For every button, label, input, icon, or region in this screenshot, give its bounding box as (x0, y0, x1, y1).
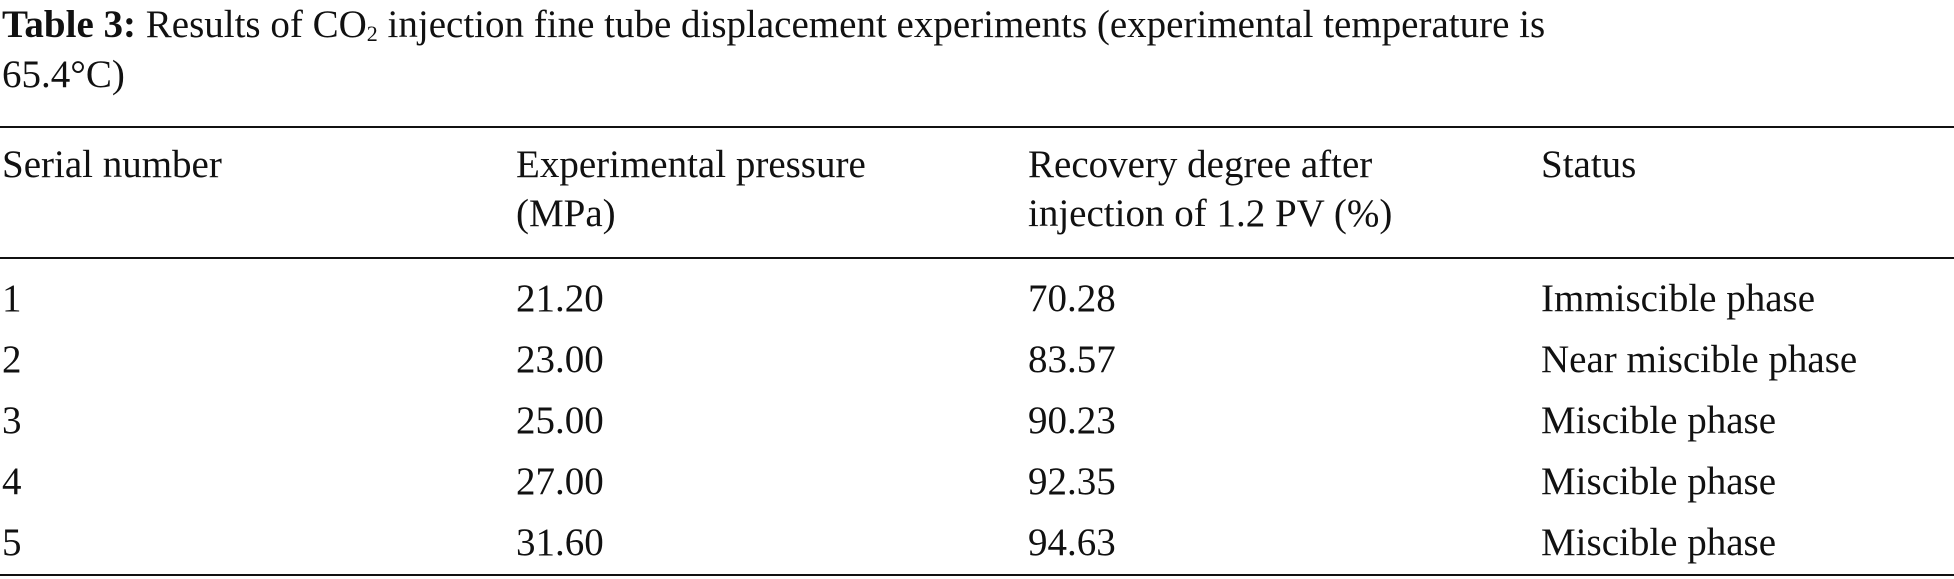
table-cell-row5-serial: 5 (2, 521, 22, 564)
table-cell-row4-recovery: 92.35 (1028, 460, 1116, 503)
table-cell-row2-serial: 2 (2, 338, 22, 381)
header-serial-number: Serial number (2, 140, 222, 189)
table-cell-row3-pressure: 25.00 (516, 399, 604, 442)
header-recovery-line-1: Recovery degree after (1028, 143, 1373, 186)
table-cell-row1-recovery: 70.28 (1028, 277, 1116, 320)
table-cell-row3-recovery: 90.23 (1028, 399, 1116, 442)
header-status-text: Status (1541, 143, 1637, 186)
header-rule (0, 257, 1954, 259)
table-cell-row2-recovery: 83.57 (1028, 338, 1116, 381)
table-cell-row3-serial: 3 (2, 399, 22, 442)
caption-label: Table 3: (2, 3, 137, 46)
caption-text-line-2: 65.4°C) (2, 53, 125, 96)
header-status: Status (1541, 140, 1636, 189)
table-cell-row4-serial: 4 (2, 460, 22, 503)
table-cell-row4-pressure: 27.00 (516, 460, 604, 503)
table-cell-row5-status: Miscible phase (1541, 521, 1777, 564)
table-cell-row2-pressure: 23.00 (516, 338, 604, 381)
table-cell-row5-pressure: 31.60 (516, 521, 604, 564)
table-cell-row1-status: Immiscible phase (1541, 277, 1816, 320)
top-rule (0, 126, 1954, 128)
table-cell-row4-status: Miscible phase (1541, 460, 1777, 503)
caption-subscript: 2 (366, 21, 378, 46)
header-recovery-line-2: injection of 1.2 PV (%) (1028, 192, 1393, 235)
header-serial-number-text: Serial number (2, 143, 222, 186)
table-cell-row5-recovery: 94.63 (1028, 521, 1116, 564)
table-caption: Table 3: Results of CO2 injection fine t… (2, 0, 1950, 100)
header-experimental-pressure: Experimental pressure (MPa) (516, 140, 866, 238)
table-cell-row1-pressure: 21.20 (516, 277, 604, 320)
caption-text-part-2: injection fine tube displacement experim… (377, 3, 1546, 46)
table-cell-row2-status: Near miscible phase (1541, 338, 1858, 381)
header-pressure-line-1: Experimental pressure (516, 143, 866, 186)
header-recovery-degree: Recovery degree after injection of 1.2 P… (1028, 140, 1392, 238)
table-cell-row3-status: Miscible phase (1541, 399, 1777, 442)
table-cell-row1-serial: 1 (2, 277, 22, 320)
caption-text-part-1: Results of CO (136, 3, 367, 46)
bottom-rule (0, 574, 1954, 576)
header-pressure-line-2: (MPa) (516, 192, 616, 235)
